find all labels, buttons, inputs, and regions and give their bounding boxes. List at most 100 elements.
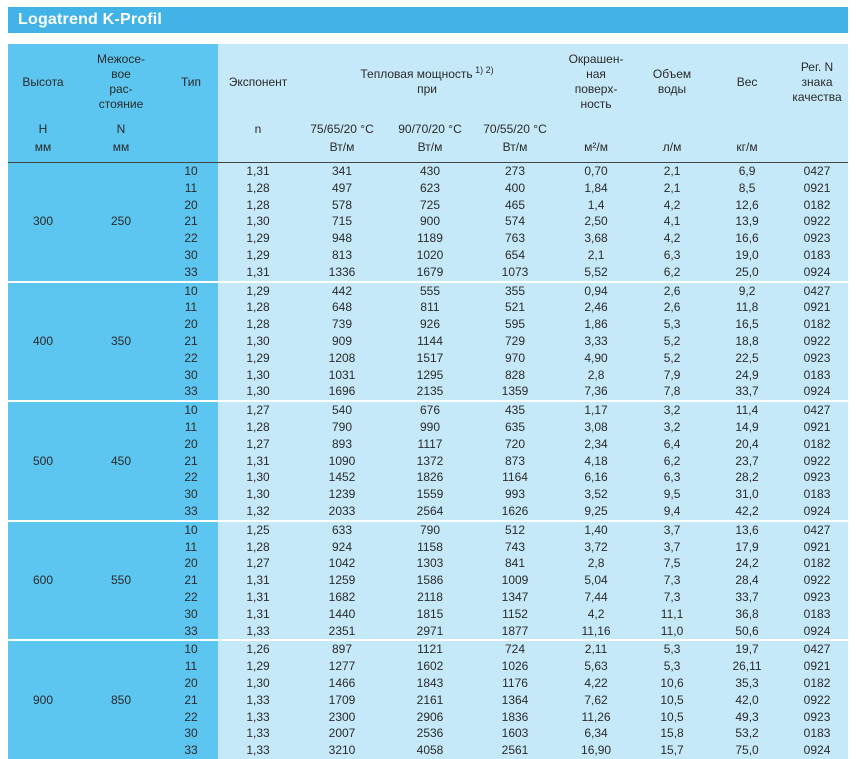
value-cell: 555 bbox=[386, 281, 474, 300]
value-cell: 0923 bbox=[786, 708, 849, 726]
value-cell: 924 bbox=[298, 538, 386, 556]
value-cell: 0921 bbox=[786, 658, 849, 675]
value-cell: 926 bbox=[386, 316, 474, 333]
value-cell: 1,28 bbox=[218, 316, 298, 333]
value-cell: 1,33 bbox=[218, 725, 298, 743]
type-cell: 20 bbox=[164, 435, 218, 453]
value-cell: 0923 bbox=[786, 230, 849, 247]
value-cell: 2118 bbox=[386, 588, 474, 606]
value-cell: 1,4 bbox=[556, 196, 637, 214]
value-cell: 273 bbox=[474, 162, 557, 180]
value-cell: 5,3 bbox=[636, 316, 709, 333]
value-cell: 0427 bbox=[786, 520, 849, 539]
table-row: 33 1,33 2351 2971 1877 11,16 11,0 50,6 0924 bbox=[8, 622, 849, 641]
value-cell: 1,31 bbox=[218, 452, 298, 470]
value-cell: 811 bbox=[386, 299, 474, 317]
value-cell: 0182 bbox=[786, 316, 849, 333]
value-cell: 6,9 bbox=[708, 162, 787, 180]
value-cell: 1,31 bbox=[218, 588, 298, 606]
value-cell: 893 bbox=[298, 435, 386, 453]
value-cell: 595 bbox=[474, 316, 557, 333]
spacing-cell: 550 bbox=[78, 520, 164, 641]
row-group: 400 350 10 1,29 442 555 355 0,94 2,6 9,2 0427 11 1,2… bbox=[8, 281, 849, 402]
value-cell: 813 bbox=[298, 246, 386, 264]
type-cell: 20 bbox=[164, 674, 218, 692]
value-cell: 7,44 bbox=[556, 588, 637, 606]
value-cell: 7,36 bbox=[556, 383, 637, 402]
type-cell: 30 bbox=[164, 725, 218, 743]
value-cell: 28,2 bbox=[708, 469, 787, 487]
value-cell: 2536 bbox=[386, 725, 474, 743]
value-cell: 1877 bbox=[474, 622, 557, 641]
value-cell: 1466 bbox=[298, 674, 386, 692]
value-cell: 2,34 bbox=[556, 435, 637, 453]
value-cell: 24,2 bbox=[708, 555, 787, 573]
spacing-cell: 250 bbox=[78, 162, 164, 282]
value-cell: 6,16 bbox=[556, 469, 637, 487]
value-cell: 2,46 bbox=[556, 299, 637, 317]
header-label-cell: Тепловая мощность 1) 2) при bbox=[298, 44, 557, 120]
table-row: 33 1,32 2033 2564 1626 9,25 9,4 42,2 0924 bbox=[8, 502, 849, 521]
value-cell: 635 bbox=[474, 418, 557, 436]
value-cell: 990 bbox=[386, 418, 474, 436]
value-cell: 3,72 bbox=[556, 538, 637, 556]
value-cell: 465 bbox=[474, 196, 557, 214]
height-cell: 400 bbox=[8, 281, 78, 402]
value-cell: 1020 bbox=[386, 246, 474, 264]
table-row: 21 1,31 1090 1372 873 4,18 6,2 23,7 0922 bbox=[8, 452, 849, 470]
value-cell: 1,29 bbox=[218, 246, 298, 264]
type-cell: 30 bbox=[164, 246, 218, 264]
value-cell: 0182 bbox=[786, 555, 849, 573]
value-cell: 578 bbox=[298, 196, 386, 214]
value-cell: 623 bbox=[386, 179, 474, 197]
type-cell: 20 bbox=[164, 316, 218, 333]
value-cell: 1709 bbox=[298, 691, 386, 709]
header-label-cell: Высота bbox=[8, 44, 78, 120]
value-cell: 2,11 bbox=[556, 640, 637, 659]
table-row: 20 1,27 893 1117 720 2,34 6,4 20,4 0182 bbox=[8, 435, 849, 453]
value-cell: 19,0 bbox=[708, 246, 787, 264]
table-row: 21 1,33 1709 2161 1364 7,62 10,5 42,0 0922 bbox=[8, 691, 849, 709]
table-row: 600 550 10 1,25 633 790 512 1,40 3,7 13,6 0427 bbox=[8, 520, 849, 641]
value-cell: 1,17 bbox=[556, 401, 637, 419]
type-cell: 11 bbox=[164, 658, 218, 675]
value-cell: 6,4 bbox=[636, 435, 709, 453]
value-cell: 1336 bbox=[298, 263, 386, 282]
header-label-cell: Межосе-вое рас-стояние bbox=[78, 44, 164, 120]
header-label-cell: Вес bbox=[708, 44, 787, 120]
value-cell: 1602 bbox=[386, 658, 474, 675]
header-symbol-cell: 70/55/20 °C bbox=[474, 120, 557, 138]
value-cell: 1,40 bbox=[556, 520, 637, 539]
type-cell: 21 bbox=[164, 572, 218, 589]
value-cell: 648 bbox=[298, 299, 386, 317]
value-cell: 28,4 bbox=[708, 572, 787, 589]
value-cell: 2161 bbox=[386, 691, 474, 709]
value-cell: 0921 bbox=[786, 538, 849, 556]
value-cell: 1176 bbox=[474, 674, 557, 692]
value-cell: 0427 bbox=[786, 281, 849, 300]
value-cell: 2,1 bbox=[556, 246, 637, 264]
value-cell: 11,16 bbox=[556, 622, 637, 641]
value-cell: 1158 bbox=[386, 538, 474, 556]
value-cell: 1,29 bbox=[218, 281, 298, 300]
value-cell: 1,33 bbox=[218, 742, 298, 759]
value-cell: 1682 bbox=[298, 588, 386, 606]
value-cell: 16,90 bbox=[556, 742, 637, 759]
value-cell: 725 bbox=[386, 196, 474, 214]
value-cell: 1026 bbox=[474, 658, 557, 675]
value-cell: 4,1 bbox=[636, 213, 709, 231]
value-cell: 10,5 bbox=[636, 691, 709, 709]
table-row: 21 1,31 1259 1586 1009 5,04 7,3 28,4 0922 bbox=[8, 572, 849, 589]
value-cell: 0924 bbox=[786, 263, 849, 282]
value-cell: 1,84 bbox=[556, 179, 637, 197]
value-cell: 1189 bbox=[386, 230, 474, 247]
table-row: 20 1,30 1466 1843 1176 4,22 10,6 35,3 0182 bbox=[8, 674, 849, 692]
table-row: 21 1,30 909 1144 729 3,33 5,2 18,8 0922 bbox=[8, 332, 849, 350]
value-cell: 4,22 bbox=[556, 674, 637, 692]
value-cell: 0924 bbox=[786, 502, 849, 521]
value-cell: 5,2 bbox=[636, 332, 709, 350]
table-row: 20 1,28 578 725 465 1,4 4,2 12,6 0182 bbox=[8, 196, 849, 214]
value-cell: 7,3 bbox=[636, 588, 709, 606]
value-cell: 49,3 bbox=[708, 708, 787, 726]
type-cell: 21 bbox=[164, 691, 218, 709]
